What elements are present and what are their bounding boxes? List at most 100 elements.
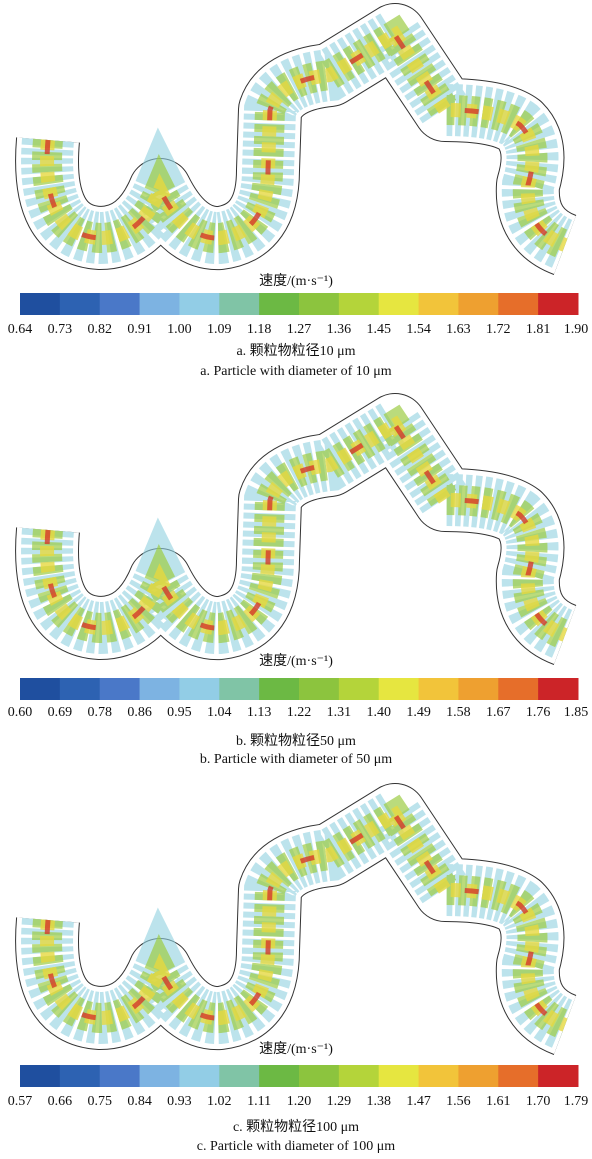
colorbar-tick: 1.47 [406,1094,431,1109]
colorbar-tick: 1.67 [486,705,511,720]
colorbar-tick: 0.57 [8,1094,33,1109]
colorbar-tick: 1.18 [247,322,272,337]
colorbar-cell [179,293,220,315]
colorbar-tick: 0.84 [127,1094,152,1109]
colorbar-tick: 1.70 [526,1094,551,1109]
colorbar-cell [418,1065,459,1087]
colorbar-cell [179,1065,220,1087]
colorbar-tick: 0.95 [167,705,192,720]
colorbar-tick: 1.79 [564,1094,589,1109]
colorbar-cell [99,678,141,700]
colorbar-cell [538,1065,579,1087]
colorbar-cell [139,293,180,315]
colorbar-cell [259,1065,300,1087]
colorbar-cell [538,678,579,700]
colorbar-tick: 0.82 [87,322,112,337]
colorbar-tick: 1.22 [287,705,312,720]
colorbar-cell [498,678,539,700]
colorbar-cell [20,1065,61,1087]
colorbar-title: 速度/(m·s⁻¹) [259,273,333,289]
colorbar-cell [139,678,180,700]
colorbar-cell [498,1065,539,1087]
colorbar-tick: 1.02 [207,1094,232,1109]
colorbar-cell [219,1065,260,1087]
colorbar-tick: 1.81 [526,322,551,337]
vectors [40,805,568,1032]
colorbar-cell [378,678,420,700]
colorbar-tick: 1.63 [446,322,471,337]
colorbar-cell [99,1065,141,1087]
colorbar-tick: 1.40 [366,705,391,720]
colorbar-tick: 1.76 [526,705,551,720]
colorbar-cell [498,293,539,315]
colorbar-tick: 1.31 [327,705,352,720]
colorbar-title: 速度/(m·s⁻¹) [259,653,333,669]
colorbar-tick: 1.00 [167,322,192,337]
colorbar-tick: 1.04 [207,705,232,720]
colorbar-tick: 1.49 [406,705,431,720]
colorbar-cell [418,678,459,700]
colorbar-tick: 1.27 [287,322,312,337]
colorbar-tick: 1.36 [327,322,352,337]
colorbar-tick: 0.75 [87,1094,112,1109]
colorbar-cell [458,1065,499,1087]
caption-cn: b. 颗粒物粒径50 μm [236,733,356,749]
colorbar-cell [59,678,101,700]
colorbar-cell [259,678,300,700]
colorbar-tick: 1.54 [406,322,431,337]
colorbar-tick: 0.66 [48,1094,73,1109]
colorbar-cell [99,293,141,315]
colorbar-tick: 0.91 [127,322,152,337]
colorbar-cell [458,678,499,700]
colorbar-cell [20,678,61,700]
colorbar-cell [338,678,380,700]
colorbar-cell [538,293,579,315]
colorbar-cell [219,678,260,700]
caption-en: a. Particle with diameter of 10 μm [200,364,392,379]
colorbar-tick: 1.56 [446,1094,471,1109]
colorbar-tick: 0.64 [8,322,33,337]
colorbar-cell [179,678,220,700]
colorbar-cell [338,1065,380,1087]
colorbar-tick: 1.45 [366,322,391,337]
colorbar-tick: 1.09 [207,322,232,337]
colorbar-tick: 1.58 [446,705,471,720]
colorbar-title: 速度/(m·s⁻¹) [259,1041,333,1057]
colorbar-cell [299,678,340,700]
colorbar-tick: 1.85 [564,705,589,720]
colorbar-tick: 0.93 [167,1094,192,1109]
colorbar-tick: 1.61 [486,1094,511,1109]
colorbar-tick: 0.86 [127,705,152,720]
colorbar-tick: 1.13 [247,705,272,720]
colorbar-tick: 1.90 [564,322,589,337]
colorbar-cell [338,293,380,315]
colorbar-cell [259,293,300,315]
colorbar-cell [299,293,340,315]
colorbar-cell [458,293,499,315]
flow-field [15,0,578,275]
colorbar-cell [20,293,61,315]
flow-field [15,779,578,1055]
colorbar-tick: 0.78 [87,705,112,720]
colorbar-tick: 1.72 [486,322,511,337]
colorbar-tick: 1.11 [247,1094,271,1109]
colorbar-cell [219,293,260,315]
caption-en: b. Particle with diameter of 50 μm [200,752,392,767]
vectors [40,25,568,252]
colorbar-cell [418,293,459,315]
colorbar-tick: 0.73 [48,322,73,337]
colorbar-tick: 1.29 [327,1094,352,1109]
colorbar-tick: 1.38 [366,1094,391,1109]
vectors [40,415,568,642]
caption-cn: c. 颗粒物粒径100 μm [233,1119,359,1135]
colorbar-cell [299,1065,340,1087]
colorbar-cell [378,1065,420,1087]
colorbar-cell [378,293,420,315]
colorbar-tick: 0.69 [48,705,73,720]
colorbar-cell [59,293,101,315]
flow-field [15,389,578,665]
colorbar-tick: 1.20 [287,1094,312,1109]
colorbar-cell [139,1065,180,1087]
caption-cn: a. 颗粒物粒径10 μm [236,343,355,359]
